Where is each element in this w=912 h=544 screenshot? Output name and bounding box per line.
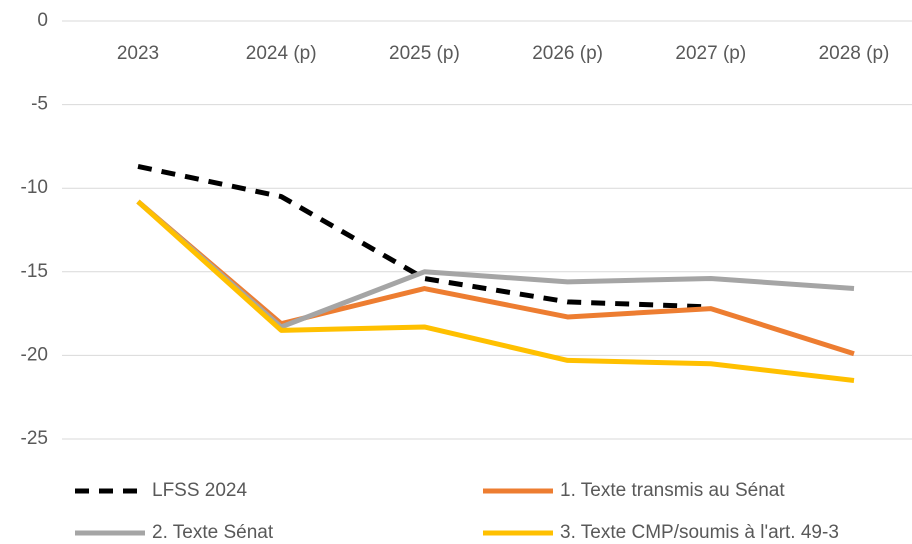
series-line: [136, 199, 855, 383]
y-tick-label: -10: [21, 177, 48, 198]
legend-label: 3. Texte CMP/soumis à l'art. 49-3: [560, 522, 839, 543]
legend-label: 2. Texte Sénat: [152, 522, 274, 543]
x-tick-label: 2025 (p): [389, 43, 460, 64]
x-tick-label: 2027 (p): [675, 43, 746, 64]
y-tick-label: -5: [31, 94, 48, 115]
x-tick-label: 2023: [117, 43, 159, 64]
legend-label: 1. Texte transmis au Sénat: [560, 480, 785, 501]
y-tick-label: -20: [21, 344, 48, 365]
x-tick-label: 2028 (p): [819, 43, 890, 64]
y-tick-label: -15: [21, 261, 48, 282]
legend-label: LFSS 2024: [152, 480, 247, 501]
series-line: [137, 164, 711, 310]
x-tick-label: 2024 (p): [246, 43, 317, 64]
y-tick-label: 0: [37, 10, 48, 31]
y-tick-label: -25: [21, 428, 48, 449]
series-line: [136, 199, 855, 330]
x-tick-label: 2026 (p): [532, 43, 603, 64]
